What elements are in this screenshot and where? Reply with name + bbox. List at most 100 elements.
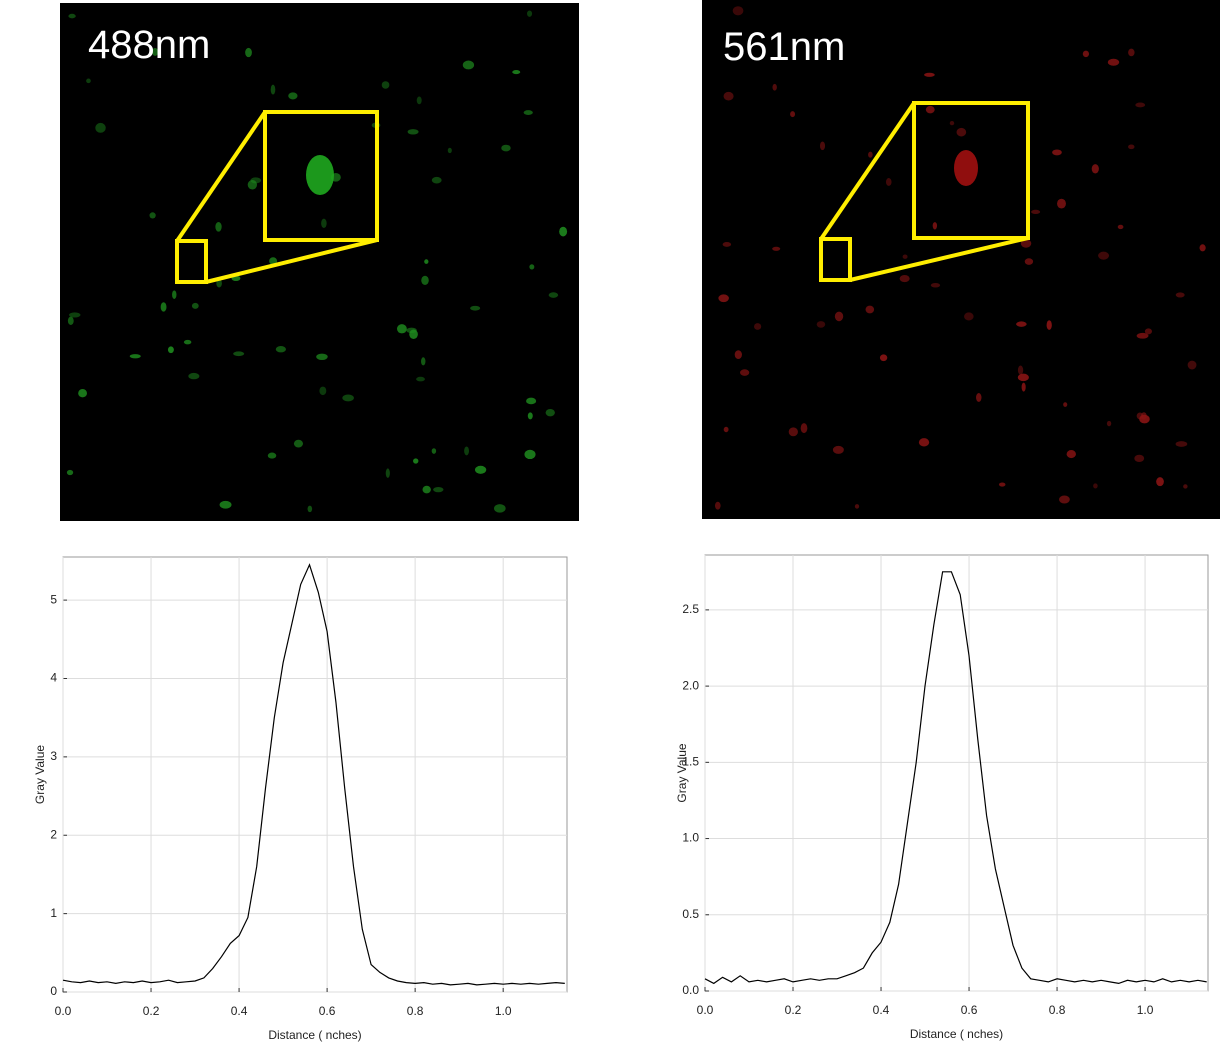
x-tick-label: 0.2 — [143, 1004, 160, 1018]
cell — [68, 13, 76, 19]
cell — [902, 254, 908, 259]
cell — [832, 445, 844, 454]
cell — [865, 305, 875, 314]
cell — [66, 469, 74, 476]
cell — [1136, 332, 1149, 339]
cell — [788, 427, 798, 437]
cell — [86, 78, 91, 84]
x-tick-label: 0.8 — [1049, 1003, 1066, 1017]
cell — [718, 294, 729, 303]
x-tick-label: 0.0 — [697, 1003, 714, 1017]
cell — [1141, 412, 1147, 420]
cell — [95, 122, 106, 133]
cell — [275, 346, 286, 353]
y-tick-label: 3 — [50, 749, 57, 763]
cell — [462, 60, 475, 70]
x-tick-label: 0.4 — [231, 1004, 248, 1018]
cell — [160, 302, 167, 312]
zoomed-cell — [306, 155, 334, 195]
cell — [559, 226, 568, 237]
cell — [949, 121, 955, 126]
cell — [754, 323, 762, 330]
cell — [1106, 420, 1112, 427]
cell — [1187, 360, 1197, 370]
cell — [714, 501, 721, 510]
cell — [723, 426, 729, 433]
cell — [879, 354, 888, 362]
x-tick-label: 0.2 — [785, 1003, 802, 1017]
cell — [409, 329, 418, 339]
cell — [172, 290, 177, 299]
cell — [216, 279, 222, 288]
profile-line — [62, 563, 565, 986]
cell — [732, 6, 744, 16]
cell — [1135, 102, 1146, 108]
cell — [1082, 50, 1090, 58]
cell — [319, 386, 327, 396]
cell — [149, 212, 156, 219]
cell — [416, 96, 422, 105]
cell — [1128, 144, 1135, 150]
x-tick-label: 0.8 — [407, 1004, 424, 1018]
y-tick-label: 0.0 — [682, 983, 699, 997]
cell — [470, 305, 481, 311]
cell — [385, 468, 390, 478]
cell — [834, 311, 844, 322]
y-tick-label: 2.5 — [682, 602, 699, 616]
x-axis-label: Distance ( nches) — [268, 1028, 361, 1042]
cell — [527, 412, 533, 420]
cell — [854, 504, 860, 509]
cell — [1020, 239, 1032, 248]
y-axis-label: Gray Value — [675, 743, 689, 802]
y-tick-label: 4 — [50, 671, 57, 685]
cell — [78, 389, 87, 398]
cell — [129, 354, 141, 359]
cell — [167, 346, 174, 354]
cell — [899, 275, 910, 283]
cell — [424, 259, 429, 264]
cell — [1016, 321, 1027, 327]
cell — [413, 458, 419, 464]
cell — [885, 178, 892, 186]
cell — [447, 147, 452, 154]
cell — [740, 369, 750, 376]
cell — [1091, 164, 1099, 174]
y-tick-label: 0 — [50, 984, 57, 998]
cell — [215, 221, 222, 232]
cells — [66, 6, 1206, 513]
cell — [1093, 483, 1098, 489]
cell — [247, 179, 258, 190]
cell — [772, 246, 781, 251]
cell — [524, 449, 536, 460]
cell — [307, 505, 313, 513]
cell — [407, 129, 419, 135]
cell — [1052, 149, 1062, 156]
cell — [1175, 441, 1188, 447]
cell — [526, 397, 537, 405]
cell — [1199, 244, 1206, 252]
y-tick-label: 1 — [50, 906, 57, 920]
cell — [1063, 402, 1068, 407]
cell — [188, 372, 200, 380]
cell — [800, 423, 808, 434]
cell — [548, 292, 559, 298]
plot-area — [62, 556, 568, 993]
cell — [494, 504, 506, 513]
y-axis-label: Gray Value — [33, 745, 47, 804]
cell — [918, 438, 930, 447]
wavelength-label: 561nm — [723, 25, 845, 69]
y-tick-label: 2.0 — [682, 678, 699, 692]
cell — [1144, 328, 1152, 335]
cell — [1128, 48, 1135, 57]
cell — [976, 393, 982, 402]
cell — [964, 312, 974, 321]
micrograph-488 — [60, 3, 579, 521]
cell — [431, 176, 442, 184]
cell — [267, 452, 277, 459]
cell — [1017, 373, 1029, 382]
cell — [421, 275, 429, 286]
cell — [924, 72, 935, 77]
cell — [1057, 198, 1066, 209]
cell — [1175, 292, 1185, 298]
